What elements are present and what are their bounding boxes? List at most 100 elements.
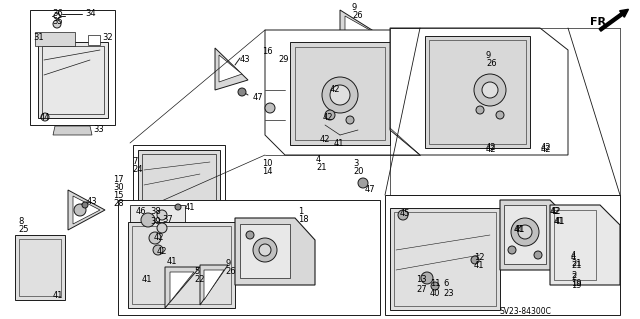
Text: 43: 43 [240, 56, 251, 64]
Text: 2: 2 [571, 271, 576, 279]
Polygon shape [130, 205, 185, 265]
Text: 41: 41 [53, 292, 63, 300]
Circle shape [476, 106, 484, 114]
Text: 34: 34 [85, 10, 95, 19]
Text: 8: 8 [18, 218, 24, 226]
Polygon shape [204, 270, 224, 300]
Text: 41: 41 [334, 139, 344, 149]
Circle shape [496, 111, 504, 119]
Circle shape [322, 77, 358, 113]
Text: 42: 42 [157, 248, 168, 256]
Text: 43: 43 [87, 197, 98, 206]
Polygon shape [73, 196, 100, 224]
FancyArrow shape [599, 9, 628, 31]
Circle shape [325, 110, 335, 120]
Polygon shape [504, 205, 546, 264]
Text: 4: 4 [571, 250, 576, 259]
Polygon shape [265, 30, 420, 155]
Text: 27: 27 [416, 286, 427, 294]
Text: 10: 10 [262, 159, 273, 167]
Text: 47: 47 [253, 93, 264, 101]
Text: 24: 24 [132, 166, 143, 174]
Text: 4: 4 [316, 155, 321, 165]
Circle shape [265, 103, 275, 113]
Text: 25: 25 [18, 226, 29, 234]
Text: 26: 26 [225, 268, 236, 277]
Circle shape [482, 82, 498, 98]
Circle shape [474, 74, 506, 106]
Text: 42: 42 [550, 207, 561, 217]
Polygon shape [500, 200, 570, 270]
Text: 44: 44 [40, 113, 51, 122]
Text: 6: 6 [443, 279, 449, 288]
Circle shape [74, 204, 86, 216]
Text: 41: 41 [185, 203, 195, 211]
Text: 26: 26 [486, 58, 497, 68]
Text: 38: 38 [150, 206, 161, 216]
Text: 19: 19 [571, 278, 582, 287]
Text: 42: 42 [541, 145, 552, 154]
Polygon shape [345, 16, 375, 45]
Circle shape [253, 238, 277, 262]
Text: 32: 32 [102, 33, 113, 42]
Text: FR.: FR. [590, 17, 611, 27]
Circle shape [153, 245, 163, 255]
Text: 5: 5 [194, 268, 199, 277]
Polygon shape [235, 218, 315, 285]
Text: 45: 45 [400, 209, 410, 218]
Polygon shape [340, 10, 380, 50]
Text: 20: 20 [353, 167, 364, 175]
Circle shape [534, 251, 542, 259]
Polygon shape [290, 42, 390, 145]
Text: 33: 33 [93, 125, 104, 135]
Text: 35: 35 [52, 18, 63, 26]
Text: 18: 18 [298, 216, 308, 225]
Circle shape [259, 244, 271, 256]
Text: 37: 37 [162, 214, 173, 224]
Circle shape [53, 20, 61, 28]
Text: 41: 41 [474, 262, 484, 271]
Text: 9: 9 [486, 50, 492, 60]
Circle shape [141, 213, 155, 227]
Text: 41: 41 [555, 218, 566, 226]
Polygon shape [390, 28, 568, 155]
Text: 42: 42 [541, 144, 552, 152]
Text: 42: 42 [323, 113, 333, 122]
Text: 21: 21 [571, 258, 582, 268]
Text: 47: 47 [365, 184, 376, 194]
Polygon shape [15, 235, 65, 300]
Text: 14: 14 [262, 167, 273, 175]
Text: 29: 29 [278, 56, 289, 64]
Polygon shape [385, 195, 620, 315]
Polygon shape [118, 200, 380, 315]
Text: 12: 12 [474, 254, 484, 263]
Circle shape [421, 272, 433, 284]
Text: 39: 39 [150, 218, 161, 226]
Text: 3: 3 [353, 159, 358, 167]
Polygon shape [68, 190, 105, 230]
Polygon shape [215, 48, 248, 90]
Text: 41: 41 [142, 275, 152, 284]
Text: 30: 30 [113, 183, 124, 192]
Text: 11: 11 [430, 279, 440, 288]
Circle shape [431, 282, 439, 290]
Circle shape [157, 223, 167, 233]
Polygon shape [550, 205, 620, 285]
Text: 42: 42 [486, 145, 497, 154]
Text: 7: 7 [132, 158, 138, 167]
Text: 2: 2 [571, 272, 576, 281]
Circle shape [157, 210, 167, 220]
Polygon shape [128, 222, 235, 308]
Text: 17: 17 [113, 175, 124, 184]
Circle shape [175, 204, 181, 210]
Polygon shape [425, 36, 530, 148]
Text: 16: 16 [262, 48, 273, 56]
Circle shape [511, 218, 539, 246]
Polygon shape [165, 267, 200, 308]
Circle shape [398, 210, 408, 220]
Circle shape [82, 202, 88, 208]
Text: 31: 31 [33, 33, 44, 42]
Text: 4: 4 [571, 253, 576, 262]
Text: 42: 42 [551, 206, 561, 216]
Bar [88, 35, 100, 45]
